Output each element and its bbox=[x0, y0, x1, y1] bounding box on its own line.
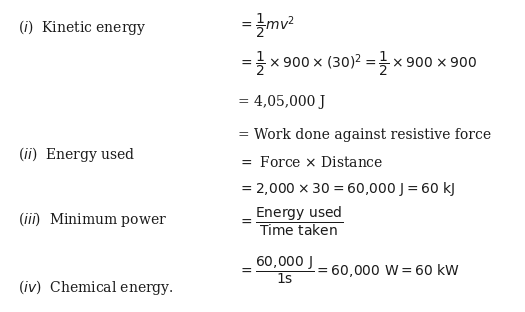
Text: = Work done against resistive force: = Work done against resistive force bbox=[238, 128, 491, 142]
Text: $= \dfrac{1}{2}mv^{2}$: $= \dfrac{1}{2}mv^{2}$ bbox=[238, 12, 295, 40]
Text: ($i$)  Kinetic energy: ($i$) Kinetic energy bbox=[18, 18, 146, 37]
Text: $= \dfrac{60{,}000\ \mathrm{J}}{1\mathrm{s}} = 60{,}000\ \mathrm{W} = 60\ \mathr: $= \dfrac{60{,}000\ \mathrm{J}}{1\mathrm… bbox=[238, 255, 460, 286]
Text: ($iii$)  Minimum power: ($iii$) Minimum power bbox=[18, 210, 167, 229]
Text: = 4,05,000 J: = 4,05,000 J bbox=[238, 95, 326, 109]
Text: $= \dfrac{\mathrm{Energy\ used}}{\mathrm{Time\ taken}}$: $= \dfrac{\mathrm{Energy\ used}}{\mathrm… bbox=[238, 205, 344, 238]
Text: ($iv$)  Chemical energy.: ($iv$) Chemical energy. bbox=[18, 278, 174, 297]
Text: $= 2{,}000\times30 = 60{,}000\ \mathrm{J} = 60\ \mathrm{kJ}$: $= 2{,}000\times30 = 60{,}000\ \mathrm{J… bbox=[238, 180, 456, 198]
Text: ($ii$)  Energy used: ($ii$) Energy used bbox=[18, 145, 135, 164]
Text: $=$ Force $\times$ Distance: $=$ Force $\times$ Distance bbox=[238, 155, 383, 170]
Text: $= \dfrac{1}{2}\times900\times(30)^{2} = \dfrac{1}{2}\times900\times900$: $= \dfrac{1}{2}\times900\times(30)^{2} =… bbox=[238, 50, 477, 78]
